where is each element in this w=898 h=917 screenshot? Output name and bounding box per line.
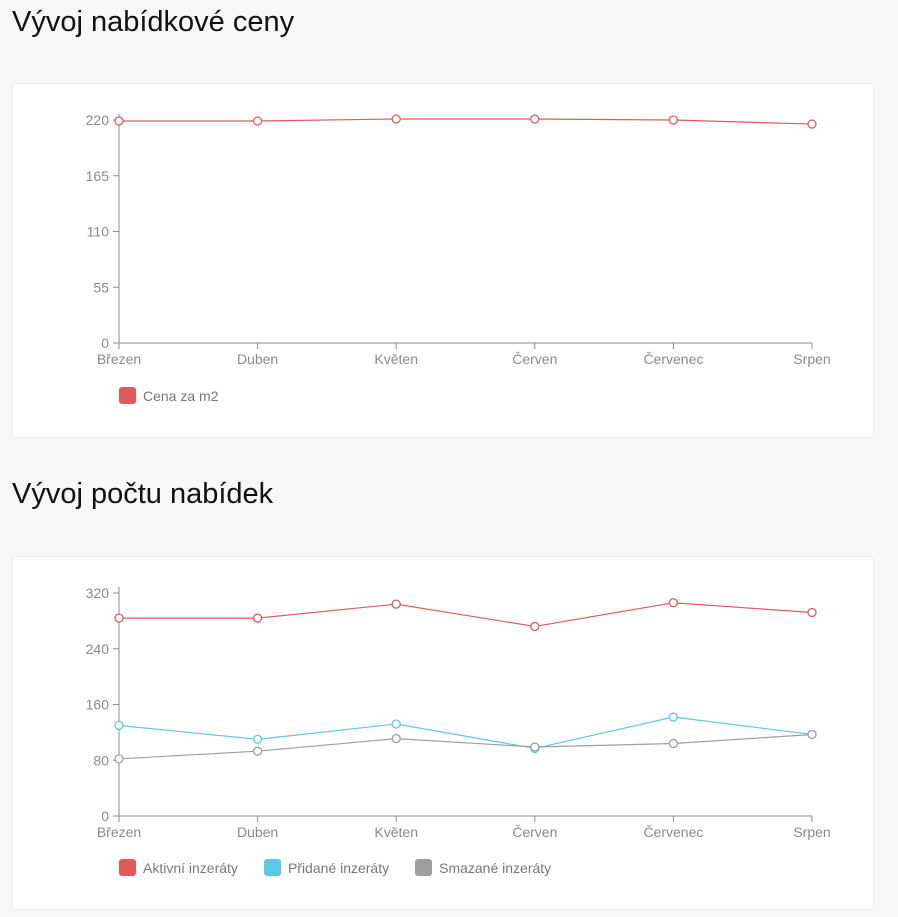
series-line — [118, 733, 813, 760]
data-point[interactable] — [530, 742, 540, 752]
legend-label: Aktivní inzeráty — [143, 859, 238, 876]
series-line — [118, 716, 813, 750]
x-tick-label: Duben — [237, 824, 278, 840]
data-point[interactable] — [252, 613, 263, 623]
x-tick-label: Květen — [374, 351, 418, 367]
y-tick-label: 55 — [93, 279, 109, 295]
x-tick-label: Červen — [512, 824, 557, 840]
offers-chart-card: 0 80 160 240 320 Březen Duben Květen Červen Červe… — [12, 556, 874, 910]
data-point[interactable] — [391, 719, 401, 729]
data-point[interactable] — [252, 734, 263, 744]
legend-swatch — [263, 859, 281, 876]
data-point[interactable] — [252, 116, 263, 126]
data-point[interactable] — [668, 115, 679, 125]
data-point[interactable] — [391, 599, 401, 609]
offers-chart-legend: Aktivní inzeráty Přidané inzeráty Smazané … — [119, 859, 551, 876]
data-point[interactable] — [807, 119, 817, 129]
x-tick-label: Červenec — [643, 351, 703, 367]
price-line-chart: 0 55 110 165 220 Březen Duben Květen Červen Červe… — [86, 112, 831, 367]
price-chart-legend: Cena za m2 — [119, 387, 218, 404]
data-point[interactable] — [391, 733, 401, 744]
legend-label: Přidané inzeráty — [287, 859, 390, 876]
legend-label: Smazané inzeráty — [439, 859, 552, 876]
y-tick-label: 165 — [86, 168, 110, 184]
data-point[interactable] — [391, 114, 401, 124]
y-tick-label: 240 — [86, 641, 110, 657]
series-line — [119, 602, 813, 628]
legend-item[interactable]: Cena za m2 — [119, 387, 218, 404]
data-point[interactable] — [252, 746, 263, 756]
price-chart-card: 0 55 110 165 220 Březen Duben Květen Červen Červe… — [12, 83, 874, 438]
legend-swatch — [119, 387, 136, 404]
data-point[interactable] — [807, 729, 817, 740]
data-point[interactable] — [668, 598, 679, 608]
x-tick-label: Srpen — [793, 824, 830, 840]
y-tick-label: 320 — [86, 585, 110, 601]
data-point[interactable] — [114, 116, 124, 126]
x-tick-label: Březen — [97, 351, 141, 367]
legend-item[interactable]: Aktivní inzeráty — [119, 859, 238, 876]
y-tick-label: 80 — [93, 752, 109, 768]
y-tick-label: 160 — [86, 697, 110, 713]
data-point[interactable] — [530, 114, 540, 124]
data-point[interactable] — [530, 621, 540, 632]
x-tick-label: Červen — [512, 351, 557, 367]
legend-swatch — [119, 859, 136, 876]
data-point[interactable] — [807, 607, 817, 618]
offers-line-chart: 0 80 160 240 320 Březen Duben Květen Červen Červe… — [86, 585, 831, 840]
y-tick-label: 110 — [87, 224, 110, 240]
data-point[interactable] — [668, 738, 679, 749]
offers-chart-title: Vývoj počtu nabídek — [12, 478, 274, 510]
data-point[interactable] — [668, 712, 679, 722]
x-tick-label: Srpen — [793, 351, 830, 367]
x-tick-label: Červenec — [643, 824, 703, 840]
x-tick-label: Duben — [237, 351, 278, 367]
price-chart-title: Vývoj nabídkové ceny — [12, 6, 295, 38]
x-tick-label: Květen — [374, 824, 418, 840]
legend-item[interactable]: Smazané inzeráty — [415, 859, 551, 876]
series-line — [119, 118, 813, 125]
data-point[interactable] — [114, 754, 124, 764]
y-tick-label: 0 — [101, 808, 109, 824]
y-tick-label: 220 — [86, 112, 110, 128]
x-tick-label: Březen — [97, 824, 141, 840]
data-point[interactable] — [114, 720, 124, 731]
y-tick-label: 0 — [101, 335, 109, 351]
legend-swatch — [415, 859, 433, 876]
legend-item[interactable]: Přidané inzeráty — [263, 859, 390, 876]
legend-label: Cena za m2 — [143, 387, 219, 404]
data-point[interactable] — [114, 613, 124, 623]
